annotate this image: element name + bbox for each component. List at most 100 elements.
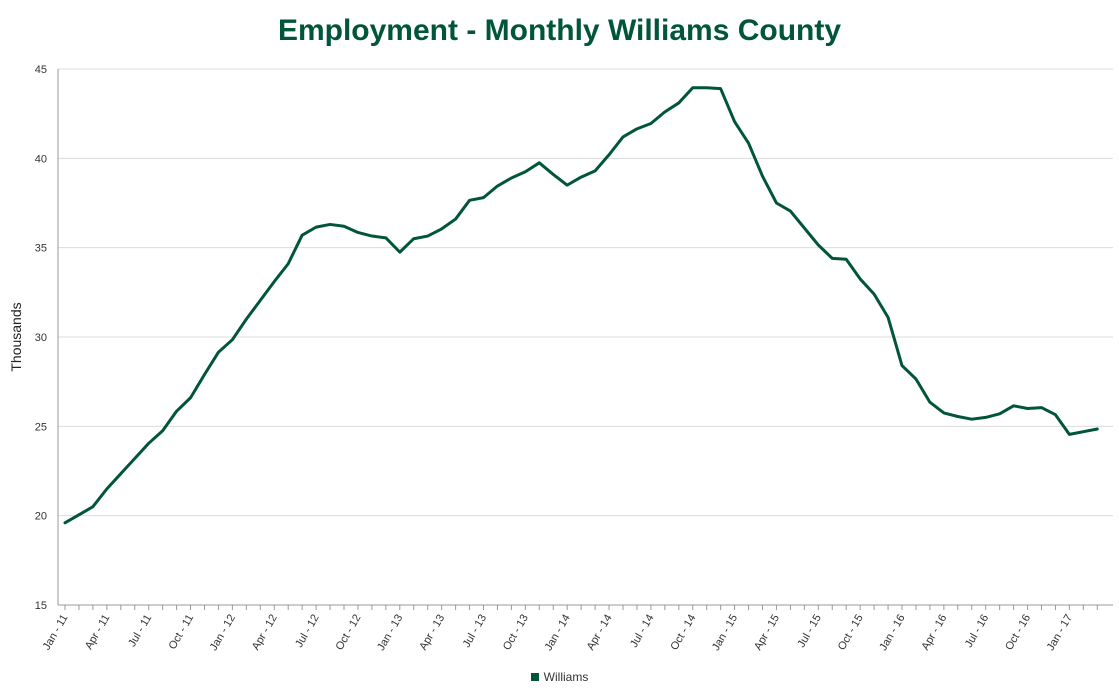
data-point (636, 128, 638, 130)
data-point (664, 111, 666, 113)
x-tick-label: Apr - 15 (752, 613, 782, 653)
data-point (329, 223, 331, 225)
data-point (720, 88, 722, 90)
data-point (971, 418, 973, 420)
data-point (817, 244, 819, 246)
data-point (622, 136, 624, 138)
x-tick-label: Jul - 15 (795, 613, 823, 650)
x-tick-label: Jul - 16 (963, 612, 991, 649)
data-point (580, 176, 582, 178)
y-tick-label: 25 (35, 421, 47, 433)
data-point (510, 177, 512, 179)
y-axis-label: Thousands (8, 302, 24, 371)
data-point (789, 210, 791, 212)
x-tick-label: Jul - 12 (293, 613, 321, 650)
y-tick-label: 40 (35, 153, 47, 165)
data-point (231, 339, 233, 341)
legend-label: Williams (543, 670, 589, 684)
data-point (762, 175, 763, 177)
data-point (301, 234, 303, 236)
data-point (692, 87, 694, 89)
data-point (706, 87, 708, 89)
data-point (92, 506, 94, 508)
data-point (148, 442, 150, 444)
data-point (775, 202, 777, 204)
x-tick-label: Jan - 16 (877, 613, 907, 653)
data-point (748, 142, 750, 144)
x-tick-label: Jan - 13 (375, 613, 405, 653)
data-point (273, 281, 275, 283)
y-tick-label: 20 (35, 511, 47, 523)
y-tick-label: 35 (35, 243, 47, 255)
data-point (1013, 405, 1015, 407)
x-tick-label: Apr - 13 (417, 613, 447, 653)
data-point (483, 197, 484, 199)
series-line-williams[interactable] (63, 86, 1099, 525)
data-point (873, 293, 875, 295)
data-point (929, 401, 931, 403)
data-point (176, 410, 178, 412)
data-point (859, 278, 861, 280)
x-tick-label: Jan - 17 (1045, 613, 1075, 653)
data-point (734, 121, 736, 123)
data-point (552, 173, 554, 175)
data-point (371, 235, 373, 237)
data-point (78, 514, 80, 516)
x-tick-label: Apr - 12 (250, 613, 280, 653)
x-tick-label: Oct - 16 (1003, 613, 1033, 653)
y-tick-label: 30 (35, 332, 47, 344)
data-point (64, 522, 66, 524)
data-point (650, 122, 652, 124)
data-point (803, 227, 805, 229)
data-point (217, 351, 219, 353)
data-point (678, 102, 680, 104)
data-point (343, 225, 345, 227)
x-tick-label: Apr - 16 (919, 613, 949, 653)
x-tick-label: Jan - 14 (543, 613, 573, 653)
data-point (427, 235, 429, 237)
gridlines (58, 68, 1113, 606)
data-point (259, 299, 261, 301)
data-point (1054, 414, 1056, 416)
axes (57, 69, 1113, 610)
data-point (901, 365, 903, 367)
data-point (413, 238, 415, 240)
data-point (441, 228, 443, 230)
x-tick-label: Oct - 11 (167, 613, 197, 652)
data-point (538, 162, 540, 164)
data-point (999, 413, 1001, 415)
data-point (915, 378, 917, 380)
x-tick-label: Jul - 13 (461, 613, 489, 650)
data-point (385, 237, 387, 239)
data-point (1027, 407, 1029, 409)
data-point (287, 263, 289, 265)
data-point (120, 473, 122, 475)
data-point (1068, 433, 1070, 435)
x-tick-label: Jul - 14 (628, 613, 656, 650)
x-tick-label: Jul - 11 (126, 613, 154, 650)
data-point (1096, 428, 1098, 430)
legend-swatch (530, 672, 539, 681)
x-tick-label: Jan - 11 (41, 613, 71, 653)
data-point (985, 416, 987, 418)
data-point (315, 226, 317, 228)
data-point (957, 416, 959, 418)
data-point (524, 171, 526, 173)
data-point (455, 218, 457, 220)
data-point (469, 199, 471, 201)
x-tick-label: Oct - 12 (334, 613, 364, 653)
data-point (204, 374, 205, 376)
y-tick-labels: 15 20 25 30 35 40 45 (35, 64, 47, 612)
y-tick-label: 45 (35, 64, 47, 76)
legend[interactable]: Williams (0, 670, 1119, 684)
data-point (496, 185, 498, 187)
data-point (943, 412, 945, 414)
data-point (134, 457, 136, 459)
data-point (594, 170, 596, 172)
x-tick-label: Jan - 15 (710, 613, 740, 653)
data-point (399, 251, 401, 253)
data-point (566, 184, 568, 186)
data-point (1041, 407, 1042, 409)
data-point (357, 231, 359, 233)
